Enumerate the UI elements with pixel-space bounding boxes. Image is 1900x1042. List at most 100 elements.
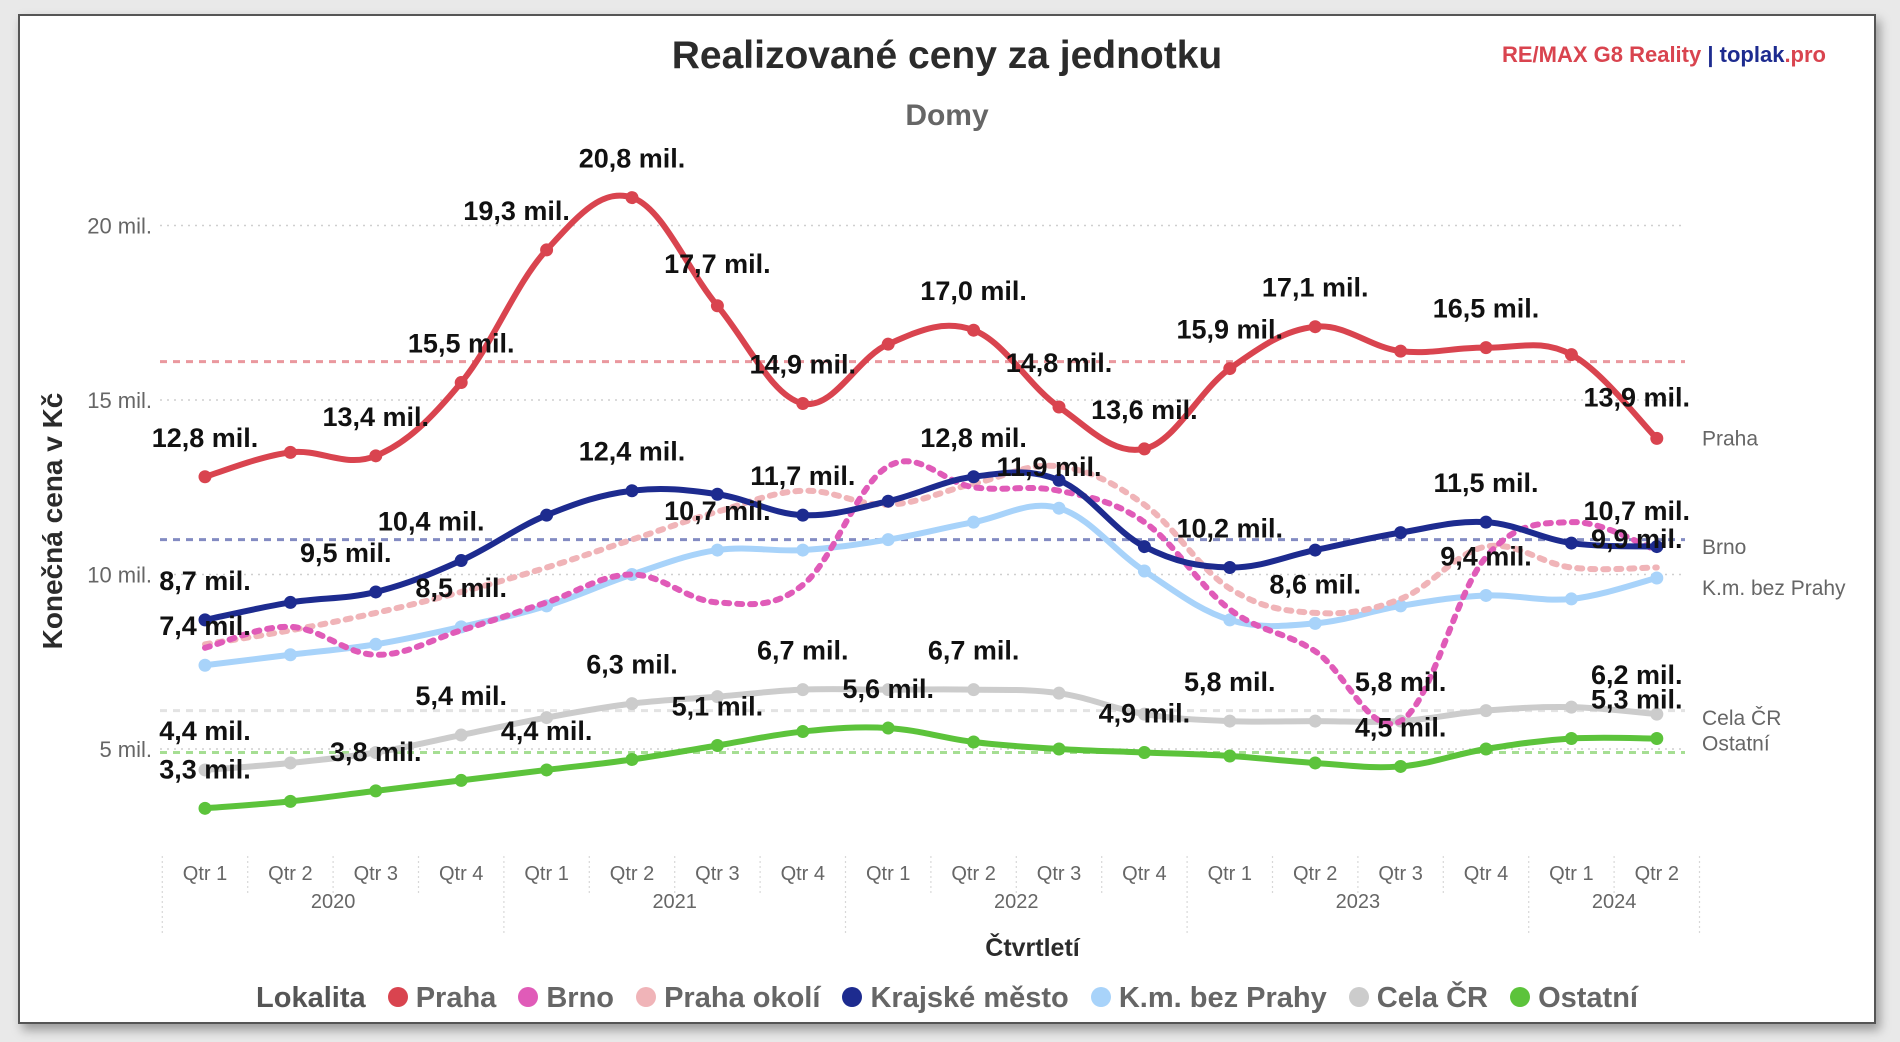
data-point-krajsk-m-sto: [540, 508, 554, 522]
data-point-ostatn-: [1052, 742, 1066, 756]
data-label: 9,5 mil.: [300, 538, 392, 568]
series-line-cela-r: [202, 686, 1660, 773]
data-point-k-m-bez-prahy: [283, 648, 297, 662]
data-point-k-m-bez-prahy: [1137, 564, 1151, 578]
y-axis-title: Konečná cena v Kč: [37, 393, 68, 650]
data-point-praha: [1479, 341, 1493, 355]
data-point-praha: [1650, 431, 1664, 445]
data-point-praha: [1137, 442, 1151, 456]
data-label: 5,1 mil.: [672, 692, 764, 722]
data-point-cela-r: [1564, 700, 1578, 714]
x-tick-label: Qtr 1: [1549, 863, 1593, 885]
legend-item-krajske-mesto[interactable]: Krajské město: [842, 982, 1069, 1015]
data-point-ostatn-: [1137, 745, 1151, 759]
data-point-krajsk-m-sto: [1564, 536, 1578, 550]
x-year-label: 2023: [1336, 891, 1381, 913]
data-label: 15,5 mil.: [408, 329, 515, 359]
legend-item-praha-okoli[interactable]: Praha okolí: [636, 982, 820, 1015]
series-line-krajsk-m-sto: [202, 469, 1660, 623]
series-line-ostatn-: [202, 724, 1660, 812]
data-point-ostatn-: [369, 784, 383, 798]
data-label: 7,4 mil.: [159, 611, 251, 641]
data-label: 4,4 mil.: [501, 716, 593, 746]
legend-title: Lokalita: [256, 982, 366, 1014]
x-axis-title: Čtvrtletí: [985, 932, 1081, 962]
data-point-praha: [198, 470, 212, 484]
data-point-cela-r: [1650, 707, 1664, 721]
legend-dot-icon: [518, 987, 539, 1008]
legend-item-praha[interactable]: Praha: [387, 982, 496, 1015]
data-point-cela-r: [796, 683, 810, 697]
chart-subtitle: Domy: [905, 99, 989, 132]
data-point-cela-r: [283, 756, 297, 770]
data-label: 6,7 mil.: [757, 636, 849, 666]
data-point-ostatn-: [1308, 756, 1322, 770]
data-point-praha: [1308, 320, 1322, 334]
data-point-k-m-bez-prahy: [369, 637, 383, 651]
brand-separator: |: [1707, 42, 1714, 67]
data-point-cela-r: [1308, 714, 1322, 728]
data-point-ostatn-: [1479, 742, 1493, 756]
data-label: 13,6 mil.: [1091, 395, 1198, 425]
x-tick-label: Qtr 3: [1378, 863, 1422, 885]
brand-remax: RE/MAX G8 Reality: [1501, 42, 1702, 67]
brand-pro: .pro: [1784, 42, 1826, 67]
data-point-krajsk-m-sto: [710, 487, 724, 501]
legend-item-brno[interactable]: Brno: [518, 982, 614, 1015]
data-point-k-m-bez-prahy: [1564, 592, 1578, 606]
data-label: 15,9 mil.: [1177, 315, 1284, 345]
data-point-ostatn-: [1650, 732, 1664, 746]
data-point-k-m-bez-prahy: [1479, 588, 1493, 602]
x-tick-label: Qtr 3: [354, 863, 398, 885]
data-label: 3,3 mil.: [159, 754, 251, 784]
x-tick-label: Qtr 2: [610, 863, 654, 885]
x-year-label: 2021: [652, 891, 697, 913]
data-point-krajsk-m-sto: [1223, 561, 1237, 575]
data-point-ostatn-: [198, 801, 212, 815]
data-point-krajsk-m-sto: [454, 554, 468, 568]
legend-dot-icon: [636, 987, 657, 1008]
data-point-praha: [881, 337, 895, 351]
data-point-krajsk-m-sto: [625, 484, 639, 498]
data-point-krajsk-m-sto: [198, 613, 212, 627]
legend-item-cela-cr[interactable]: Cela ČR: [1348, 982, 1488, 1015]
data-label: 5,3 mil.: [1591, 685, 1683, 715]
data-point-krajsk-m-sto: [369, 585, 383, 599]
data-label: 8,7 mil.: [159, 566, 251, 596]
data-point-cela-r: [1479, 704, 1493, 718]
x-tick-label: Qtr 3: [695, 863, 739, 885]
series-end-label: K.m. bez Prahy: [1702, 577, 1846, 600]
data-label: 12,8 mil.: [920, 423, 1027, 453]
data-point-ostatn-: [967, 735, 981, 749]
legend-item-km-bez-prahy[interactable]: K.m. bez Prahy: [1090, 982, 1327, 1015]
data-point-cela-r: [1223, 714, 1237, 728]
x-tick-label: Qtr 3: [1037, 863, 1081, 885]
y-tick-label: 20 mil.: [87, 214, 152, 239]
data-point-krajsk-m-sto: [283, 595, 297, 609]
data-label: 10,4 mil.: [378, 507, 485, 537]
data-point-krajsk-m-sto: [1650, 540, 1664, 554]
legend-dot-icon: [1348, 987, 1369, 1008]
data-point-praha: [1394, 344, 1408, 358]
data-point-cela-r: [454, 728, 468, 742]
data-label: 9,9 mil.: [1591, 524, 1683, 554]
data-point-cela-r: [967, 683, 981, 697]
x-tick-label: Qtr 1: [1208, 863, 1252, 885]
data-label: 12,8 mil.: [152, 423, 259, 453]
data-label: 14,8 mil.: [1006, 348, 1113, 378]
data-label: 16,5 mil.: [1433, 294, 1540, 324]
data-point-krajsk-m-sto: [796, 508, 810, 522]
data-label: 11,7 mil.: [750, 461, 855, 491]
data-point-k-m-bez-prahy: [1052, 501, 1066, 515]
data-point-praha: [1564, 348, 1578, 362]
legend-item-ostatni[interactable]: Ostatní: [1510, 982, 1638, 1015]
data-label: 5,8 mil.: [1355, 667, 1447, 697]
brand-toplak: toplak: [1719, 42, 1785, 67]
data-point-krajsk-m-sto: [1137, 540, 1151, 554]
y-tick-label: 10 mil.: [87, 563, 152, 588]
data-point-krajsk-m-sto: [1308, 543, 1322, 557]
data-point-k-m-bez-prahy: [1308, 616, 1322, 630]
data-point-ostatn-: [881, 721, 895, 735]
data-label: 5,6 mil.: [842, 674, 934, 704]
data-label: 9,4 mil.: [1440, 541, 1532, 571]
